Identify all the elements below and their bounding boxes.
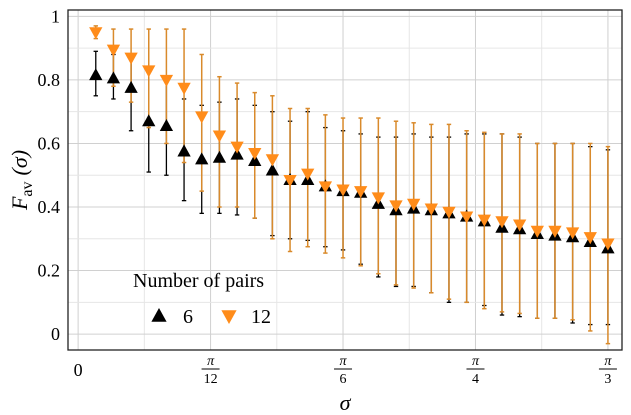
data-point-12 — [583, 232, 597, 245]
y-tick-label: 0 — [51, 324, 60, 344]
x-tick-label-denominator: 6 — [340, 372, 347, 387]
error-bars — [93, 25, 611, 345]
y-axis-label-sub: av — [19, 181, 36, 196]
data-point-12 — [371, 192, 385, 205]
data-point-12 — [142, 65, 156, 78]
legend: Number of pairs 6 12 — [133, 270, 271, 328]
data-point-12 — [459, 211, 474, 224]
x-tick-label-numerator: π — [207, 354, 215, 369]
data-point-6 — [195, 152, 209, 165]
data-point-12 — [530, 225, 544, 238]
x-tick-label-denominator: 12 — [204, 372, 218, 387]
legend-marker-12 — [221, 310, 237, 324]
data-point-12 — [477, 214, 491, 227]
y-tick-label: 0.4 — [38, 197, 61, 217]
data-point-12 — [106, 44, 121, 57]
data-point-6 — [106, 71, 121, 84]
legend-label-12: 12 — [251, 306, 271, 328]
y-tick-label: 0.2 — [38, 261, 61, 281]
data-point-12 — [548, 225, 562, 238]
data-point-12 — [512, 219, 527, 232]
data-point-12 — [212, 130, 227, 143]
data-point-12 — [124, 52, 138, 65]
data-markers — [89, 27, 615, 254]
data-point-12 — [336, 184, 350, 197]
x-tick-label-numerator: π — [340, 354, 348, 369]
grid — [68, 10, 622, 350]
x-tick-label-denominator: 3 — [604, 372, 611, 387]
data-point-12 — [177, 82, 191, 95]
x-tick-label: 0 — [74, 360, 83, 380]
data-point-12 — [565, 227, 580, 240]
data-point-6 — [265, 163, 280, 176]
plot-frame — [67, 9, 623, 351]
y-axis-label-arg: (σ) — [7, 150, 32, 176]
data-point-6 — [89, 68, 103, 81]
data-point-12 — [354, 186, 368, 199]
data-point-6 — [159, 118, 174, 132]
data-point-12 — [230, 141, 244, 154]
y-tick-label: 0.8 — [38, 70, 61, 90]
data-point-6 — [124, 80, 138, 93]
data-point-12 — [601, 238, 615, 251]
data-point-6 — [212, 150, 227, 163]
data-point-6 — [142, 114, 156, 127]
data-point-12 — [248, 147, 262, 160]
data-point-12 — [89, 27, 103, 40]
x-tick-label-numerator: π — [472, 354, 480, 369]
y-tick-label: 0.6 — [38, 133, 61, 153]
data-point-12 — [195, 111, 209, 124]
data-point-12 — [265, 154, 280, 167]
data-point-12 — [318, 181, 333, 194]
data-point-12 — [301, 168, 315, 181]
data-point-6 — [177, 144, 191, 157]
data-point-12 — [159, 74, 174, 87]
x-tick-label-denominator: 4 — [472, 372, 479, 387]
legend-marker-6 — [151, 308, 167, 322]
legend-label-6: 6 — [183, 306, 193, 328]
x-tick-label-numerator: π — [604, 354, 612, 369]
data-point-12 — [389, 200, 403, 213]
data-point-12 — [442, 206, 456, 219]
data-point-12 — [424, 203, 438, 216]
y-axis-label: Fav (σ) — [7, 150, 36, 211]
legend-title: Number of pairs — [133, 270, 264, 292]
data-point-12 — [495, 216, 509, 229]
y-axis-label-main: F — [7, 196, 32, 211]
y-tick-label: 1 — [51, 6, 60, 26]
x-axis-label: σ — [340, 390, 352, 415]
tick-labels: 0 0.2 0.4 0.6 0.8 1 0 π 12 π 6 π 4 π 3 — [38, 6, 617, 387]
data-point-12 — [283, 174, 297, 187]
data-point-12 — [407, 198, 421, 211]
